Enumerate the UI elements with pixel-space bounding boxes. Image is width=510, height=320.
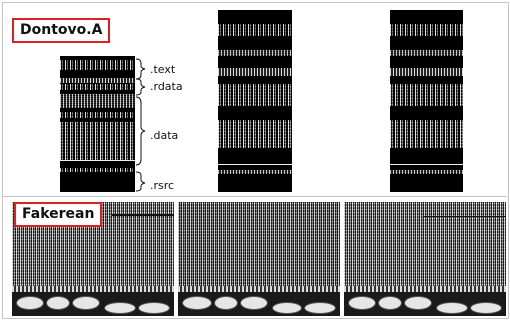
resource-blob	[240, 296, 268, 310]
resource-blob	[182, 296, 212, 310]
band-separator	[60, 160, 135, 161]
section-label-text: .text	[150, 63, 176, 76]
resource-blob	[138, 302, 170, 314]
section-label-data: .data	[150, 129, 179, 142]
group-label-dontovo: Dontovo.A	[12, 18, 111, 43]
resource-blob	[72, 296, 100, 310]
resource-blob	[304, 302, 336, 314]
band-header	[424, 216, 506, 217]
section-label-rsrc: .rsrc	[150, 179, 175, 192]
band-resources-top	[344, 286, 506, 292]
band-data-mid	[60, 112, 135, 118]
band-data-main	[218, 120, 292, 148]
band-text	[390, 24, 463, 36]
binary-image-fakerean-3	[344, 202, 506, 316]
binary-image-dontovo-3	[390, 10, 463, 192]
binary-image-dontovo-2	[218, 10, 292, 192]
band-resources-top	[12, 286, 174, 292]
band-rsrc	[60, 168, 135, 172]
section-label-rdata: .rdata	[150, 80, 183, 93]
resource-blob	[16, 296, 44, 310]
band-data-upper	[60, 94, 135, 108]
band-rdata	[390, 50, 463, 56]
band-header	[112, 214, 174, 216]
binary-image-dontovo-1	[60, 56, 135, 192]
resource-blob	[214, 296, 238, 310]
resource-blob	[272, 302, 302, 314]
resource-blob	[348, 296, 376, 310]
band-separator	[218, 164, 292, 165]
resource-blob	[104, 302, 136, 314]
band-data-main	[390, 120, 463, 148]
band-rdata-stripes	[390, 68, 463, 76]
band-separator	[390, 164, 463, 165]
band-rsrc	[218, 170, 292, 174]
resource-blob	[470, 302, 502, 314]
band-rsrc	[390, 170, 463, 174]
band-rdata-stripes	[218, 68, 292, 76]
band-text	[218, 24, 292, 36]
resource-blob	[404, 296, 432, 310]
band-resources-top	[178, 286, 340, 292]
resource-blob	[46, 296, 70, 310]
band-text	[60, 60, 135, 70]
band-rdata-top	[60, 78, 135, 83]
group-divider	[3, 196, 507, 197]
resource-blob	[436, 302, 468, 314]
band-rdata	[218, 50, 292, 56]
group-label-fakerean: Fakerean	[14, 202, 103, 227]
band-data-upper	[218, 84, 292, 106]
band-data-main	[60, 122, 135, 160]
band-rdata	[60, 84, 135, 90]
binary-image-fakerean-2	[178, 202, 340, 316]
band-data-upper	[390, 84, 463, 106]
resource-blob	[378, 296, 402, 310]
